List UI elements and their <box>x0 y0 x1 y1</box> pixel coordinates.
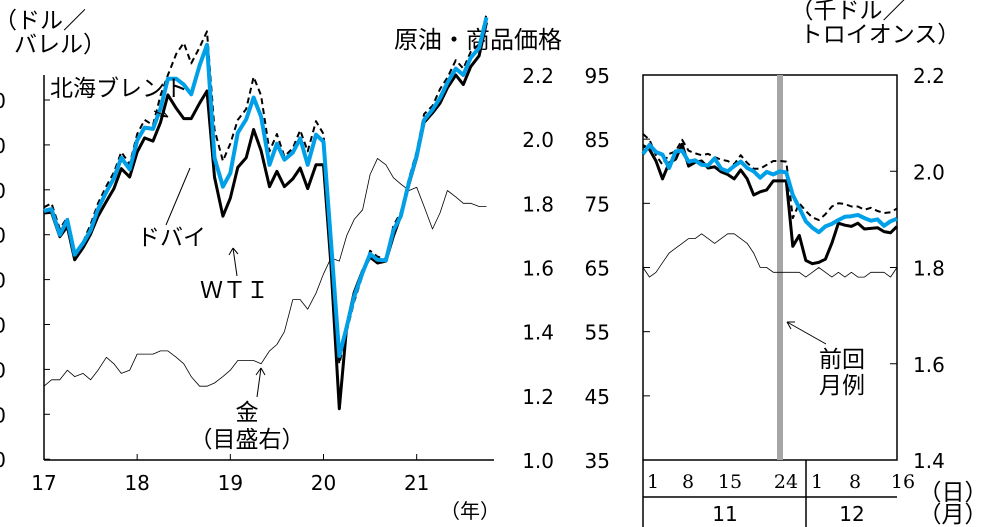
left-scale-tick-label: 0 <box>0 358 6 382</box>
gold-axis-tick-label: 1.2 <box>522 385 554 409</box>
year-tick-label: 17 <box>31 471 56 495</box>
label-wti: ＷＴＩ <box>200 278 269 304</box>
oil-axis-tick-label: 85 <box>585 128 610 152</box>
day-tick-label: 1 <box>811 471 823 493</box>
arrow-brent <box>153 110 169 118</box>
oil-axis-tick-label: 55 <box>585 321 610 345</box>
series-line-金 <box>642 233 898 278</box>
left-scale-tick-label: 0 <box>0 179 6 203</box>
left-scale-tick-label: 0 <box>0 224 6 248</box>
year-tick-label: 18 <box>124 471 149 495</box>
oil-axis-tick-label: 35 <box>585 449 610 473</box>
day-tick-label: 24 <box>774 471 798 493</box>
left-scale-tick-label: 0 <box>0 134 6 158</box>
arrow-brent-head <box>159 110 169 118</box>
label-gold-line1: 金 <box>236 400 259 426</box>
oil-axis-tick-label: 95 <box>585 64 610 88</box>
left-scale-tick-label: 0 <box>0 269 6 293</box>
day-unit: （日） <box>919 480 988 506</box>
series-line-ドバイ <box>43 16 489 358</box>
left-unit-line1: （ドル／ <box>0 8 86 34</box>
day-tick-label: 8 <box>849 471 861 493</box>
arrow-previous-head <box>786 321 795 330</box>
arrow-dubai <box>165 167 191 226</box>
month-label: 12 <box>839 502 864 526</box>
oil-axis-tick-label: 65 <box>585 257 610 281</box>
month-unit: （月） <box>919 502 988 527</box>
right-gold-axis-tick-label: 1.8 <box>913 257 945 281</box>
right-gold-axis-tick-label: 2.0 <box>913 160 945 184</box>
month-label: 11 <box>712 502 737 526</box>
right-gold-axis-tick-label: 2.2 <box>913 64 945 88</box>
arrow-gold-head <box>255 367 266 376</box>
right-gold-axis-tick-label: 1.6 <box>913 353 945 377</box>
series-line-北海ブレント <box>43 13 488 365</box>
label-previous-line1: 前回 <box>819 347 865 373</box>
left-unit-line2: バレル） <box>14 32 106 58</box>
oil-axis-tick-label: 45 <box>585 385 610 409</box>
right-panel-frame <box>642 74 898 461</box>
right-unit-line2: トロイオンス） <box>800 22 961 48</box>
series-line-ドバイ <box>641 142 898 235</box>
label-brent: 北海ブレント <box>50 76 188 102</box>
label-gold-line2: （目盛右） <box>190 427 305 453</box>
left-scale-tick-label: 0 <box>0 89 6 113</box>
right-unit-line1: （千ドル／ <box>791 0 906 24</box>
year-tick-label: 19 <box>218 471 243 495</box>
label-dubai: ドバイ <box>137 225 206 251</box>
year-tick-label: 20 <box>311 471 336 495</box>
year-tick-label: 21 <box>404 471 429 495</box>
day-tick-label: 15 <box>718 471 742 493</box>
left-scale-tick-label: 0 <box>0 403 6 427</box>
series-line-金 <box>43 157 487 387</box>
gold-axis-tick-label: 2.0 <box>522 128 554 152</box>
day-tick-label: 1 <box>647 471 659 493</box>
arrow-gold <box>256 367 262 398</box>
gold-axis-tick-label: 1.6 <box>522 257 554 281</box>
left-scale-tick-label: 0 <box>0 448 6 472</box>
series-line-ＷＴＩ <box>642 142 899 266</box>
day-tick-label: 8 <box>682 471 694 493</box>
arrow-wti <box>232 247 238 277</box>
left-scale-tick-label: 0 <box>0 314 6 338</box>
oil-axis-tick-label: 75 <box>585 192 610 216</box>
gold-axis-tick-label: 2.2 <box>522 64 554 88</box>
year-unit: （年） <box>440 499 500 523</box>
previous-report-marker <box>777 75 783 460</box>
gold-axis-tick-label: 1.8 <box>522 192 554 216</box>
gold-axis-tick-label: 1.4 <box>522 321 554 345</box>
arrow-previous <box>786 321 827 345</box>
arrow-wti-head <box>228 247 239 256</box>
day-tick-label: 16 <box>891 471 915 493</box>
right-gold-axis-tick-label: 1.4 <box>913 449 945 473</box>
label-previous-line2: 月例 <box>819 373 865 399</box>
gold-axis-tick-label: 1.0 <box>522 449 554 473</box>
